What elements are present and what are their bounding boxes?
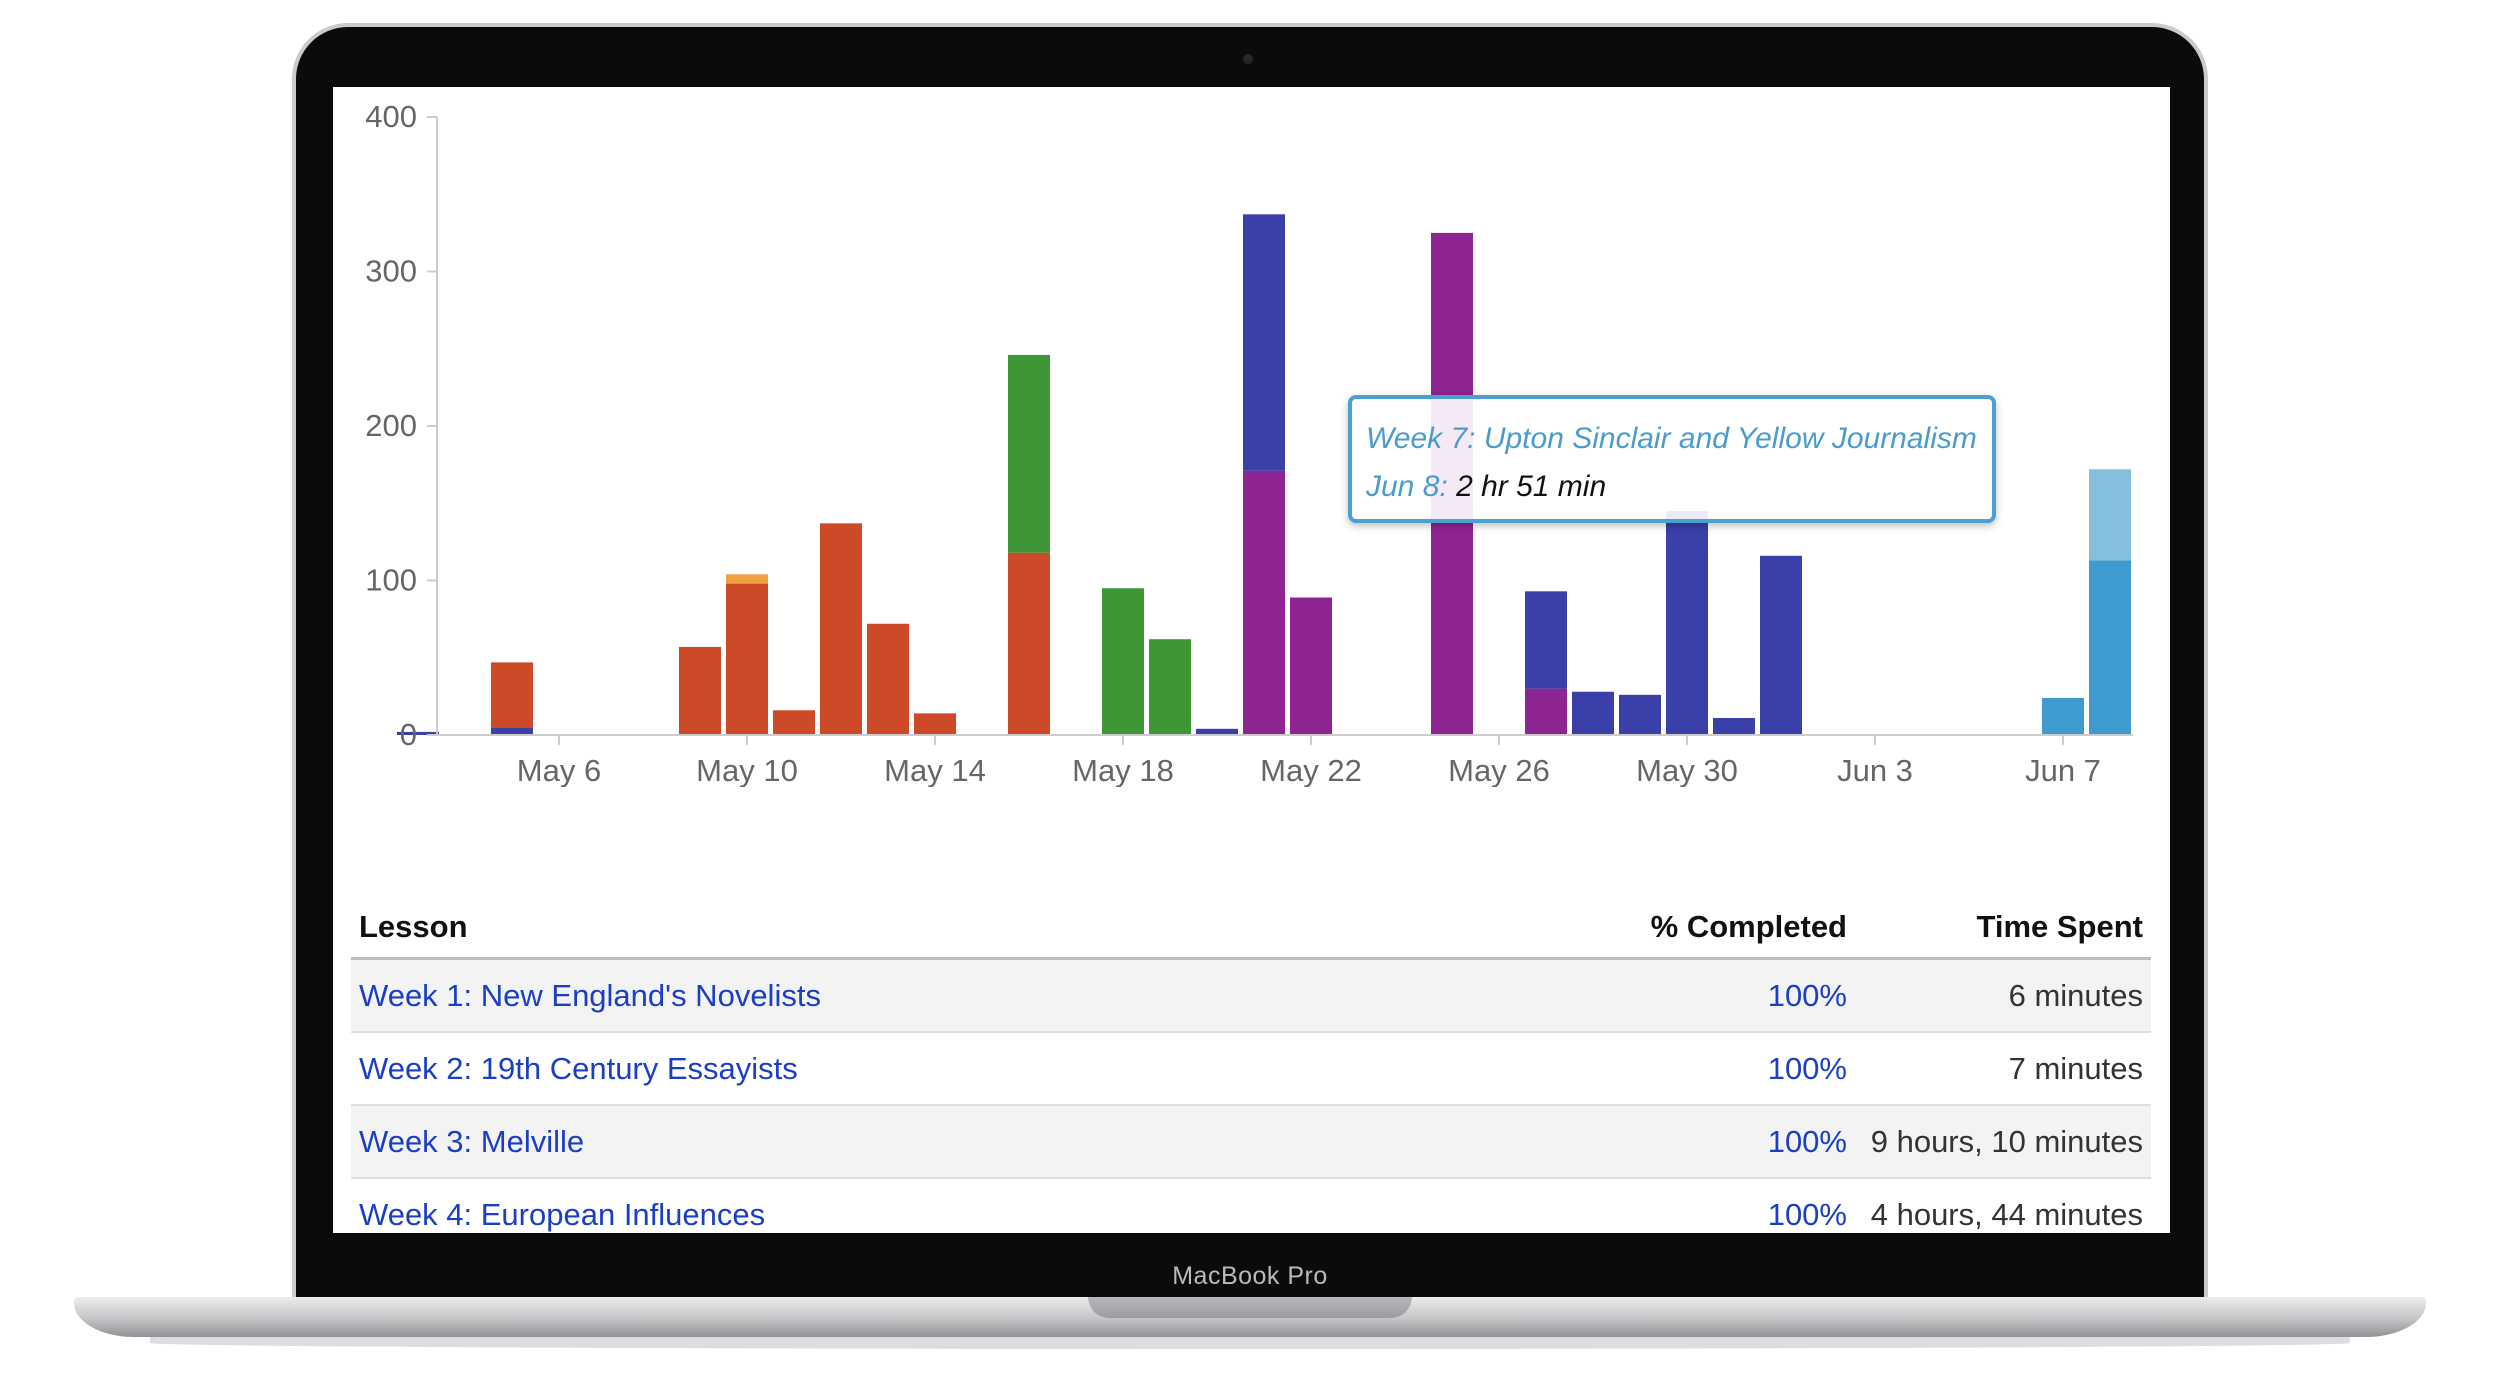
table-row: Week 1: New England's Novelists 100% 6 m…: [351, 958, 2151, 1033]
bar-segment: [1760, 555, 1802, 735]
table-row: Week 3: Melville 100% 9 hours, 10 minute…: [351, 1105, 2151, 1179]
bar-segment: [1149, 639, 1191, 735]
bar-segment: [1666, 510, 1708, 735]
tooltip-row: Jun 8: 2 hr 51 min: [1366, 463, 1978, 511]
bar-segment: [1008, 552, 1050, 735]
bar-segment: [773, 710, 815, 735]
bar-segment: [1243, 214, 1285, 471]
lesson-link[interactable]: Week 1: New England's Novelists: [351, 958, 1393, 1033]
tooltip-series: Week 7: Upton Sinclair and Yellow Journa…: [1366, 422, 1977, 455]
lesson-link[interactable]: Week 4: European Influences: [351, 1178, 1393, 1233]
x-tick-label: May 30: [1636, 753, 1738, 787]
y-tick-label: 200: [365, 408, 417, 443]
time-spent-chart: 0 100 200 300 400 May 6 May 10 May 14 May 18 May …: [365, 99, 2133, 787]
bar-segment: [2042, 697, 2084, 735]
time-spent-value: 9 hours, 10 minutes: [1855, 1105, 2151, 1179]
bar-segment: [679, 646, 721, 735]
bar-segment: [2089, 560, 2131, 735]
x-tick-label: Jun 3: [1837, 753, 1913, 787]
bar-segment: [2089, 469, 2131, 561]
bar-segment: [820, 523, 862, 735]
bar-segment: [1243, 470, 1285, 735]
bar-segment: [726, 574, 768, 584]
bar-segment: [1713, 718, 1755, 735]
time-spent-value: 7 minutes: [1855, 1032, 2151, 1106]
column-header-completed[interactable]: % Completed: [1392, 897, 1855, 960]
x-tick-label: May 6: [517, 753, 601, 787]
laptop-base-notch: [1088, 1297, 1412, 1318]
bar-segment: [491, 727, 533, 735]
table-row: Week 2: 19th Century Essayists 100% 7 mi…: [351, 1032, 2151, 1106]
completed-value[interactable]: 100%: [1392, 1105, 1855, 1179]
bar-segment: [397, 731, 439, 735]
y-tick-label: 0: [400, 717, 417, 752]
x-tick-label: May 14: [884, 753, 986, 787]
table-header-row: Lesson % Completed Time Spent: [351, 897, 2151, 960]
table-row: Week 4: European Influences 100% 4 hours…: [351, 1178, 2151, 1233]
bar-segment: [1008, 354, 1050, 553]
bar-segment: [1290, 597, 1332, 735]
completed-value[interactable]: 100%: [1392, 1178, 1855, 1233]
bar-segment: [491, 662, 533, 728]
time-spent-value: 4 hours, 44 minutes: [1855, 1178, 2151, 1233]
bar-segment: [1525, 591, 1567, 689]
bar-segment: [867, 623, 909, 735]
app-screen: 0 100 200 300 400 May 6 May 10 May 14 May 18 May …: [333, 87, 2170, 1233]
bar-segment: [1525, 688, 1567, 735]
lesson-table: Lesson % Completed Time Spent Week 1: Ne…: [351, 897, 2151, 1233]
bar-segment: [1102, 588, 1144, 735]
completed-value[interactable]: 100%: [1392, 958, 1855, 1033]
bar-segment: [1619, 694, 1661, 735]
bar-segment: [1196, 728, 1238, 735]
bar-segment: [1572, 691, 1614, 735]
completed-value[interactable]: 100%: [1392, 1032, 1855, 1106]
x-tick-label: May 26: [1448, 753, 1550, 787]
y-tick-label: 100: [365, 563, 417, 598]
laptop-base-shadow: [150, 1337, 2350, 1349]
column-header-time-spent[interactable]: Time Spent: [1855, 897, 2151, 960]
column-header-lesson[interactable]: Lesson: [351, 897, 1393, 960]
x-tick-label: May 22: [1260, 753, 1362, 787]
lesson-link[interactable]: Week 2: 19th Century Essayists: [351, 1032, 1393, 1106]
x-tick-label: May 18: [1072, 753, 1174, 787]
tooltip-value: 2 hr 51 min: [1456, 470, 1607, 503]
camera-icon: [1243, 54, 1253, 64]
chart-tooltip: Week 7: Upton Sinclair and Yellow Journa…: [1348, 395, 1996, 523]
y-tick-label: 300: [365, 254, 417, 289]
bar-segment: [726, 583, 768, 735]
time-spent-value: 6 minutes: [1855, 958, 2151, 1033]
x-tick-label: May 10: [696, 753, 798, 787]
x-tick-label: Jun 7: [2025, 753, 2101, 787]
tooltip-date: Jun 8:: [1366, 470, 1448, 503]
lesson-link[interactable]: Week 3: Melville: [351, 1105, 1393, 1179]
device-brand-label: MacBook Pro: [1172, 1262, 1328, 1290]
bar-segment: [914, 713, 956, 735]
y-tick-label: 400: [365, 99, 417, 134]
